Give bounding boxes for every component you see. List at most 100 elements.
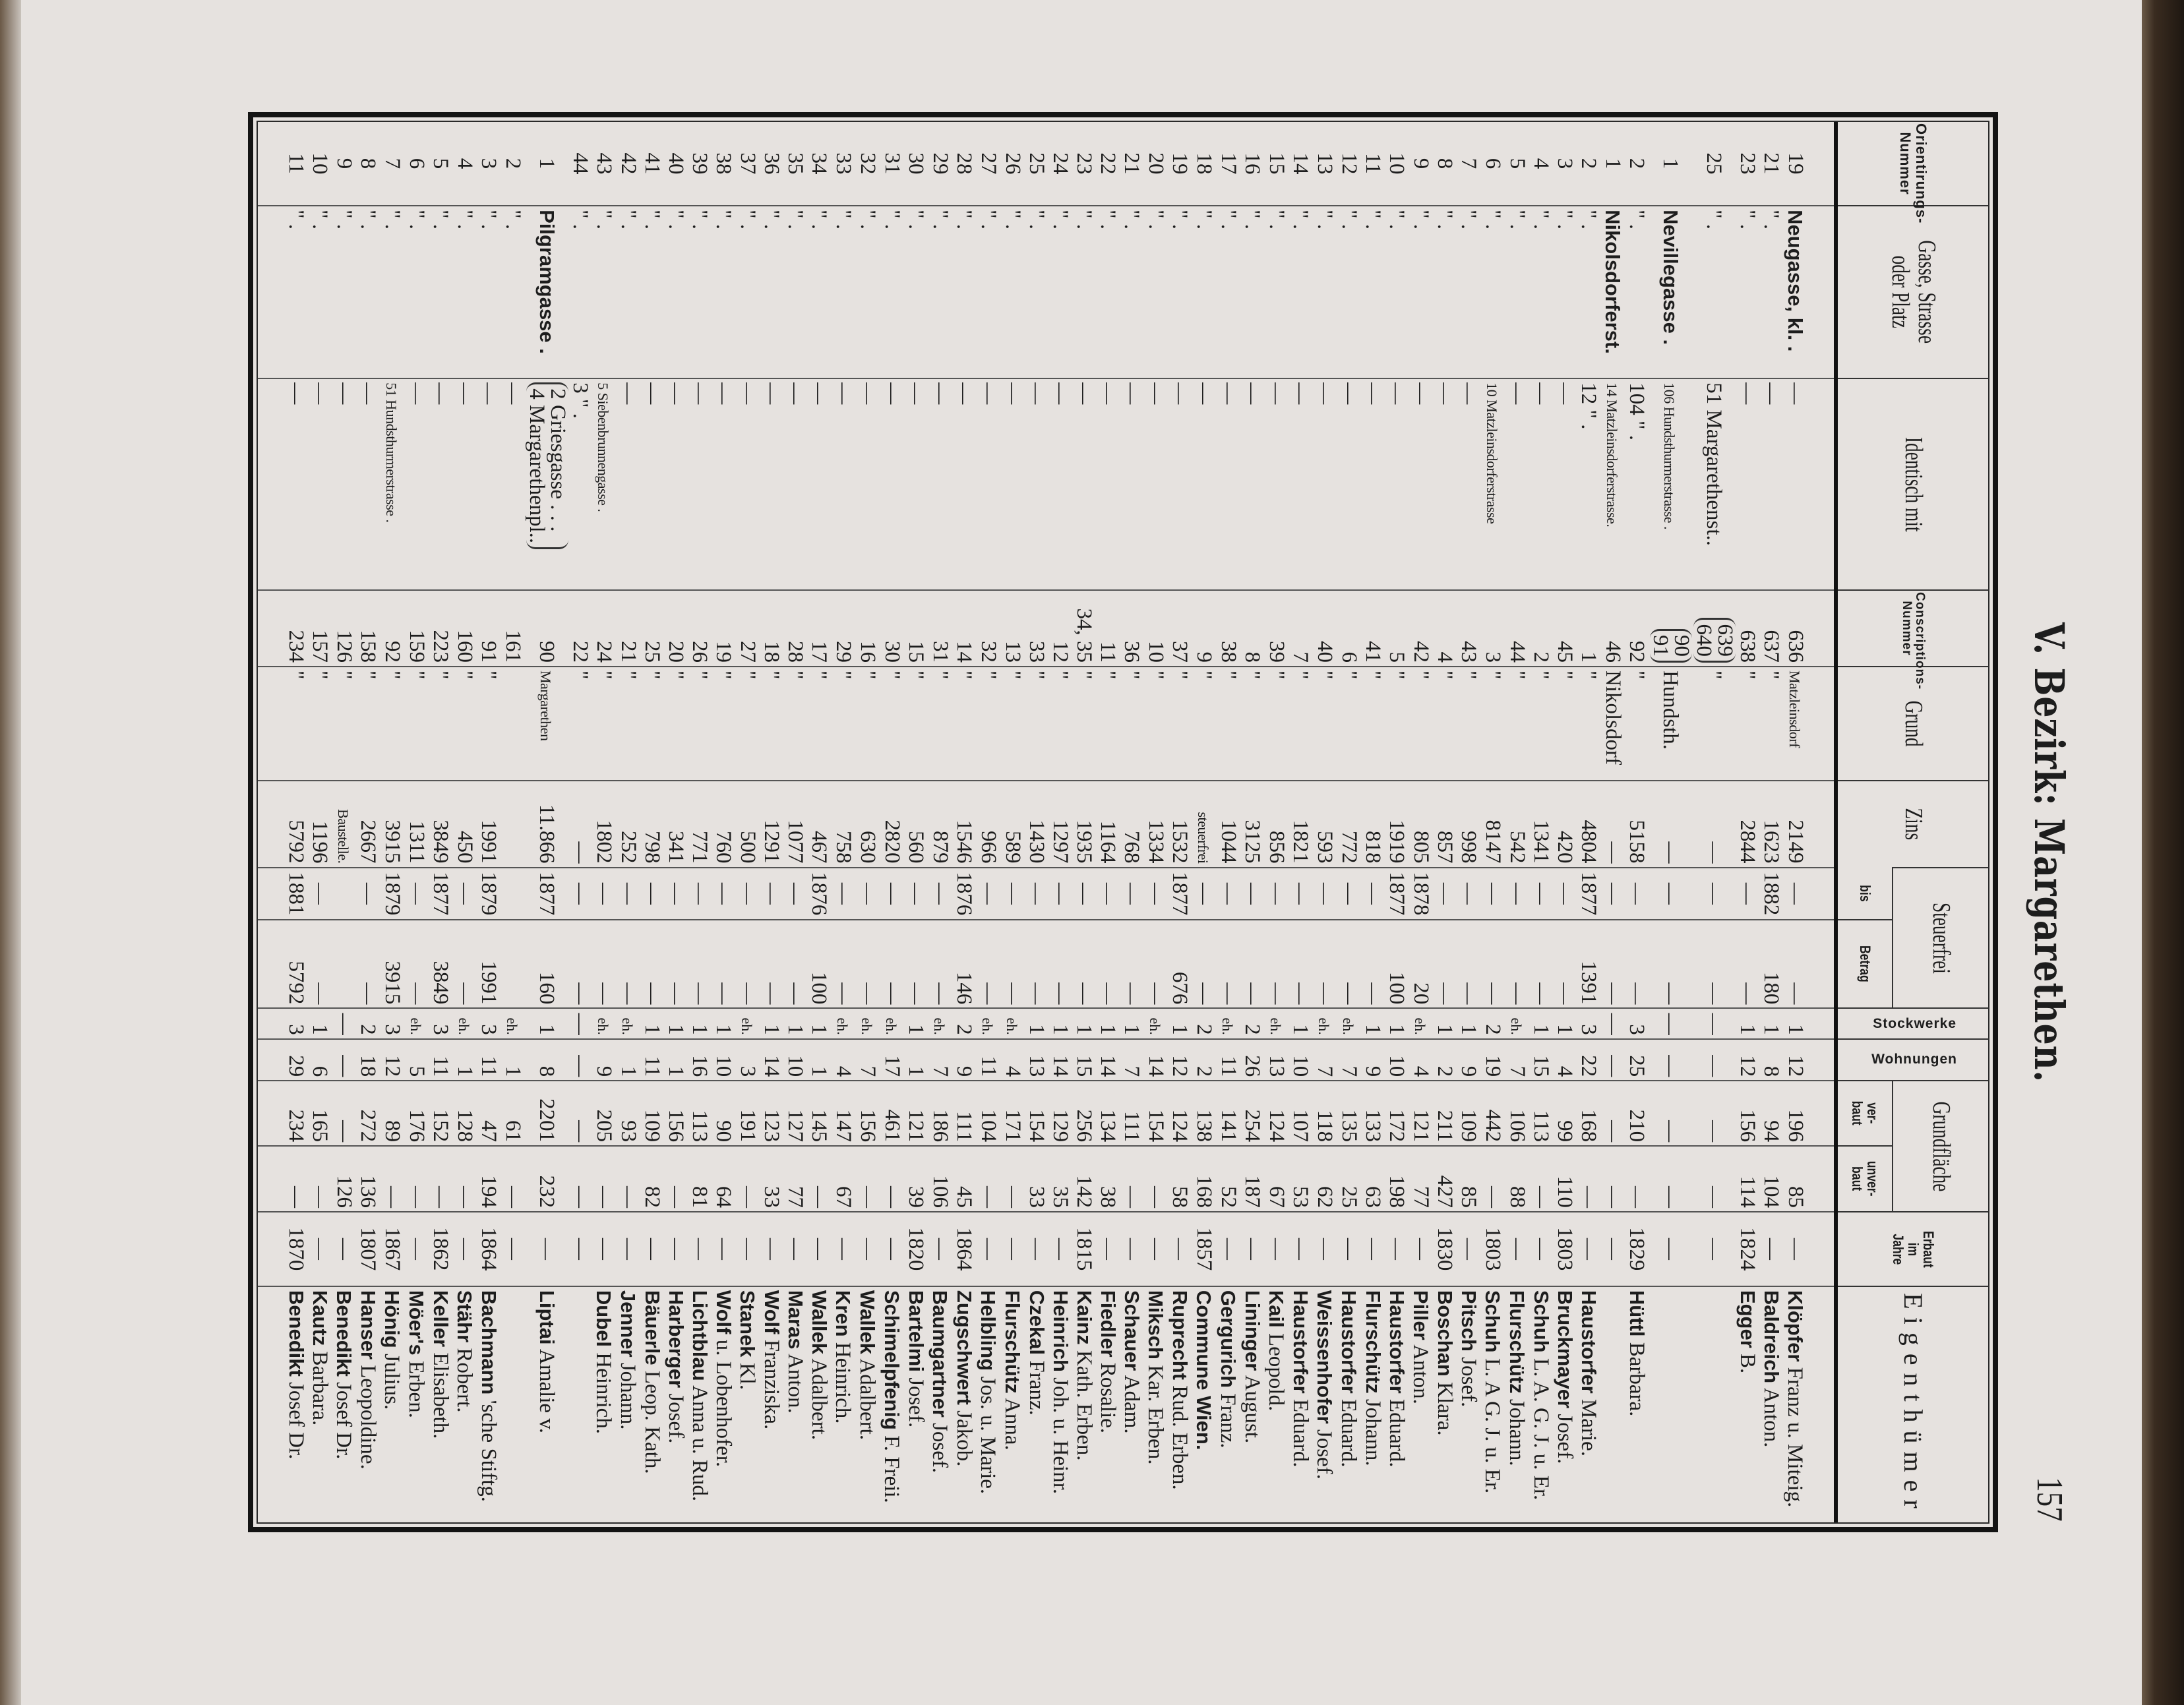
conscr-nr-cell: 8 xyxy=(1240,589,1264,667)
grundflaeche-unverbaut-cell: 38 xyxy=(1096,1146,1120,1212)
grund-value: " xyxy=(1433,670,1457,680)
identisch-mit-value: — xyxy=(1240,382,1265,405)
grundflaeche-unverbaut-value: — xyxy=(592,1185,616,1208)
identisch-mit-value: — xyxy=(1433,382,1457,405)
orient-nr-value: 25 xyxy=(1702,152,1726,175)
eigenthuemer-cell: Flurschütz Johann. xyxy=(1361,1286,1385,1522)
steuerfrei-bis-value: — xyxy=(1433,882,1457,905)
grund-cell: " xyxy=(1505,666,1529,781)
grund-value: " xyxy=(356,670,380,680)
identisch-mit-value: 14 Matzleinsdorferstrasse. xyxy=(1604,382,1620,527)
grund-cell: " xyxy=(1120,666,1143,781)
wohnungen-cell: 7 xyxy=(1505,1038,1529,1081)
steuerfrei-betrag-value: — xyxy=(928,982,952,1005)
conscr-nr-cell: 13 xyxy=(1000,589,1025,667)
grund-cell: " xyxy=(1096,666,1120,781)
conscr-nr-cell: 46 xyxy=(1600,589,1625,667)
owner-given: Eduard. xyxy=(1385,1398,1409,1468)
conscr-nr-value: 90 xyxy=(535,640,559,663)
grund-value: " xyxy=(1481,670,1505,680)
stockwerke-cell: 1 xyxy=(308,1008,332,1039)
steuerfrei-bis-cell: — xyxy=(1312,867,1337,920)
conscr-nr-value: 5 xyxy=(1385,651,1409,663)
wohnungen-value: 11 xyxy=(477,1056,501,1077)
identisch-mit-cell: — xyxy=(1385,378,1409,590)
grundflaeche-verbaut-cell: 154 xyxy=(1025,1081,1048,1147)
wohnungen-cell: 2 xyxy=(1433,1038,1457,1081)
grund-value: " xyxy=(568,670,592,680)
eigenthuemer-cell: Bäuerle Leop. Kath. xyxy=(640,1286,664,1522)
header-grund: Grund xyxy=(1836,666,1988,781)
identisch-mit-value: — xyxy=(308,382,332,405)
identisch-mit-value: — xyxy=(1553,382,1577,405)
orient-nr-cell: 44 xyxy=(568,122,592,206)
grundflaeche-verbaut-cell: 111 xyxy=(952,1081,976,1147)
steuerfrei-betrag-value: — xyxy=(308,982,332,1005)
grundflaeche-unverbaut-cell: 126 xyxy=(332,1146,356,1212)
steuerfrei-bis-cell: — xyxy=(1264,867,1289,920)
table-row: 18 " . —9 " steuerfrei — —2 2 138 168 1857 Commune … xyxy=(1192,122,1216,1522)
wohnungen-cell: 4 xyxy=(1553,1038,1577,1081)
owner-given: Barbara. xyxy=(1625,1342,1649,1417)
zins-cell: 450 xyxy=(452,781,477,868)
gasse-value: " . xyxy=(1337,210,1361,230)
steuerfrei-bis-cell: — xyxy=(1736,867,1759,920)
grundflaeche-unverbaut-value: — xyxy=(1001,1185,1025,1208)
steuerfrei-betrag-cell: — xyxy=(783,920,807,1009)
zins-cell: 542 xyxy=(1505,781,1529,868)
owner-surname: Wolf xyxy=(760,1290,783,1334)
zins-value: 1991 xyxy=(477,820,501,864)
grundflaeche-unverbaut-cell: — xyxy=(429,1146,452,1212)
grundflaeche-unverbaut-cell: — xyxy=(664,1146,688,1212)
erbaut-jahr-cell: — xyxy=(1529,1211,1553,1286)
grundflaeche-verbaut-value: 156 xyxy=(664,1109,688,1143)
erbaut-jahr-value: 1815 xyxy=(1072,1227,1097,1271)
stockwerke-value: — xyxy=(332,1013,356,1035)
erbaut-jahr-value: — xyxy=(760,1238,784,1260)
grundflaeche-unverbaut-value: 106 xyxy=(928,1175,952,1208)
stockwerke-value: — xyxy=(568,1013,592,1035)
table-row: 20 " . —10 " 1334— — eh. 14 154— — Miksch Kar. Erb… xyxy=(1143,122,1168,1522)
grundflaeche-unverbaut-cell: — xyxy=(404,1146,429,1212)
grundflaeche-unverbaut-cell: 67 xyxy=(831,1146,855,1212)
identisch-mit-cell: — xyxy=(501,378,525,590)
table-row: 40 " . —20 " 341— —1 1 156— — Harberger Josef. xyxy=(664,122,688,1522)
table-row: 42 " . —21 " 252— — eh. 1 93— — Jenner Johann. xyxy=(616,122,640,1522)
grundflaeche-verbaut-cell: 90 xyxy=(712,1081,735,1147)
gasse-cell: " . xyxy=(1480,206,1505,379)
erbaut-jahr-value: — xyxy=(1577,1238,1601,1260)
steuerfrei-bis-cell: — xyxy=(1120,867,1143,920)
wohnungen-cell: 26 xyxy=(1240,1038,1264,1081)
stockwerke-value: 1 xyxy=(783,1024,808,1035)
conscr-nr-cell: 40 xyxy=(1312,589,1337,667)
wohnungen-value: 8 xyxy=(1759,1065,1784,1077)
grundflaeche-unverbaut-cell: — xyxy=(308,1146,332,1212)
orient-nr-cell: 7 xyxy=(1457,122,1481,206)
stockwerke-value: 1 xyxy=(1457,1024,1481,1035)
conscr-nr-cell: 638 xyxy=(1736,589,1759,667)
erbaut-jahr-value: — xyxy=(977,1238,1000,1260)
gasse-value: " . xyxy=(760,210,784,230)
wohnungen-cell: 22 xyxy=(1577,1038,1600,1081)
steuerfrei-betrag-value: — xyxy=(1658,982,1683,1005)
grundflaeche-verbaut-cell: 138 xyxy=(1192,1081,1216,1147)
conscr-nr-cell: 11 xyxy=(1096,589,1120,667)
identisch-mit-value: — xyxy=(760,382,784,405)
owner-given: Josef. xyxy=(1312,1429,1337,1480)
conscr-nr-value: 36 xyxy=(1120,640,1144,663)
conscr-nr-cell: 21 xyxy=(616,589,640,667)
grundflaeche-unverbaut-cell: — xyxy=(1480,1146,1505,1212)
stockwerke-cell: 1 xyxy=(1736,1008,1759,1039)
orient-nr-value: 17 xyxy=(1217,152,1240,175)
steuerfrei-bis-cell: 1878 xyxy=(1409,867,1433,920)
steuerfrei-bis-value: — xyxy=(832,882,855,905)
stockwerke-cell: — xyxy=(332,1008,356,1039)
gasse-value: " . xyxy=(1289,210,1313,230)
eigenthuemer-cell: Lichtblau Anna u. Rud. xyxy=(688,1286,712,1522)
identisch-mit-cell: — xyxy=(976,378,1000,590)
identisch-mit-cell: 12 " . xyxy=(1577,378,1600,590)
zins-cell: 1430 xyxy=(1025,781,1048,868)
grundflaeche-unverbaut-value: 126 xyxy=(332,1175,356,1208)
grundflaeche-verbaut-cell: 109 xyxy=(1457,1081,1480,1147)
spacer-cell xyxy=(1807,920,1836,1009)
